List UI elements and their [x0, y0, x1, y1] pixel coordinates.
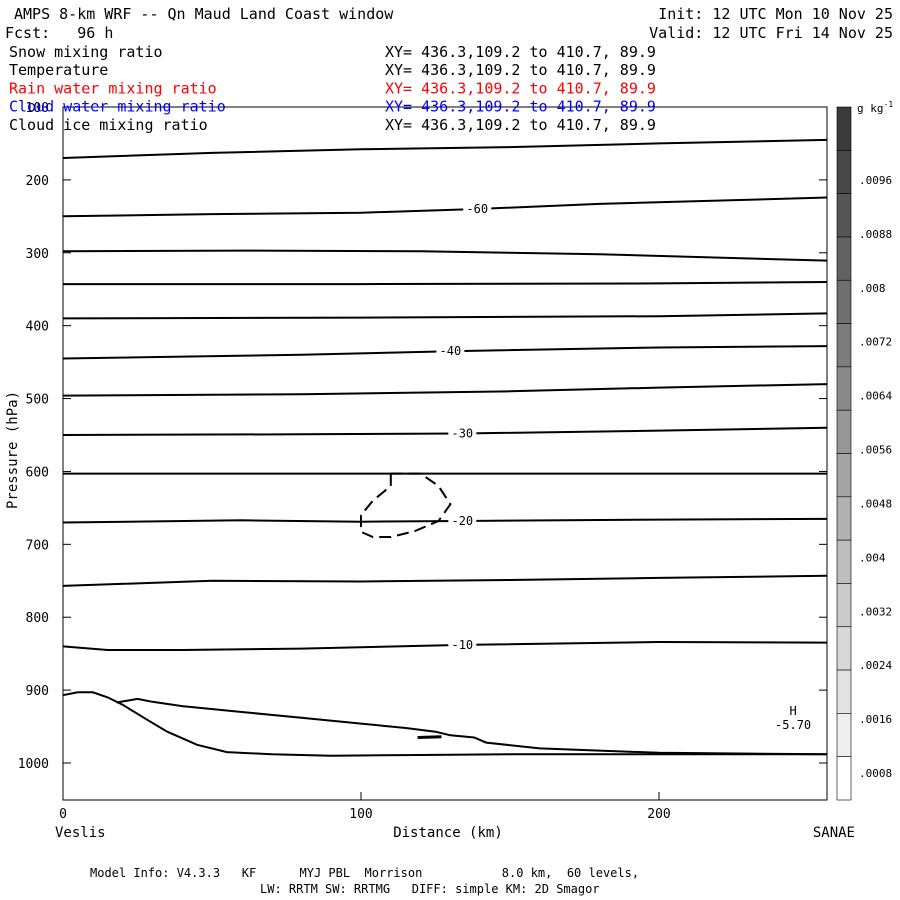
contour-label-bg [463, 202, 492, 217]
colorbar-swatch [836, 496, 852, 541]
contour-label-bg [448, 637, 477, 652]
contour-label: -10 [451, 638, 473, 652]
snow-feature [417, 735, 442, 739]
colorbar-swatch [836, 626, 852, 671]
temperature-contour [63, 280, 827, 286]
left-endpoint-label: Veslis [55, 825, 106, 841]
colorbar-swatch [836, 323, 852, 368]
footer-physics-info: LW: RRTM SW: RRTMG DIFF: simple KM: 2D S… [260, 882, 600, 896]
colorbar-swatch [836, 106, 852, 151]
temperature-contour [63, 640, 827, 651]
high-value: -5.70 [775, 718, 811, 732]
field-name: Cloud water mixing ratio [9, 98, 226, 116]
colorbar-label: .0072 [859, 336, 892, 349]
colorbar-swatch [836, 279, 852, 324]
temperature-contour [63, 312, 827, 320]
field-xy-range: XY= 436.3,109.2 to 410.7, 89.9 [385, 61, 656, 79]
chart-title: AMPS 8-km WRF -- Qn Maud Land Coast wind… [14, 5, 394, 23]
colorbar-label: .0056 [859, 444, 892, 457]
terrain-line [63, 691, 827, 757]
x-axis-label: Distance (km) [393, 825, 503, 841]
colorbar-swatch [836, 236, 852, 281]
field-name: Temperature [9, 61, 108, 79]
colorbar-label: .008 [859, 282, 886, 295]
field-xy-range: XY= 436.3,109.2 to 410.7, 89.9 [385, 43, 656, 61]
temperature-contour [63, 574, 827, 587]
colorbar-unit: g kg-1 [857, 100, 893, 115]
contour-label-bg [448, 514, 477, 529]
colorbar-swatch [836, 193, 852, 238]
colorbar-swatch [836, 756, 852, 801]
colorbar-swatch [836, 150, 852, 194]
x-tick-label: 0 [59, 807, 67, 822]
plot-frame [62, 106, 828, 801]
y-tick-label: 800 [26, 611, 49, 626]
field-name: Rain water mixing ratio [9, 79, 217, 97]
temperature-contour [63, 383, 827, 397]
y-tick-label: 200 [26, 174, 49, 189]
temperature-contour [63, 517, 827, 524]
colorbar-swatch [836, 669, 852, 714]
contour-label-bg [436, 344, 465, 359]
forecast-hour: Fcst: 96 h [5, 24, 113, 42]
field-xy-range: XY= 436.3,109.2 to 410.7, 89.9 [385, 98, 656, 116]
colorbar-label: .0008 [859, 767, 892, 780]
high-marker: H [789, 704, 796, 718]
colorbar-label: .0096 [859, 174, 892, 187]
y-tick-label: 500 [26, 393, 49, 408]
plot-contents: -60 -40 -30 -20 -10 H-5.70 [63, 138, 827, 757]
contour-label: -30 [451, 427, 473, 441]
contour-label: -40 [440, 344, 462, 358]
colorbar-label: .0016 [859, 713, 892, 726]
field-xy-range: XY= 436.3,109.2 to 410.7, 89.9 [385, 116, 656, 134]
field-xy-range: XY= 436.3,109.2 to 410.7, 89.9 [385, 79, 656, 97]
y-tick-label: 400 [26, 320, 49, 335]
colorbar-label: .0048 [859, 497, 892, 510]
temperature-contour [63, 196, 827, 218]
colorbar-label: .0064 [859, 390, 892, 403]
y-tick-label: 700 [26, 538, 49, 553]
colorbar-label: .004 [859, 551, 886, 564]
colorbar-swatch [836, 453, 852, 498]
contour-label: -20 [451, 514, 473, 528]
temperature-contour [63, 138, 827, 159]
colorbar-swatch [836, 713, 852, 757]
colorbar-swatch [836, 583, 852, 628]
colorbar-swatch [836, 539, 852, 584]
field-name: Snow mixing ratio [9, 43, 163, 61]
contour-label-bg [448, 426, 477, 441]
contour-label: -60 [466, 202, 488, 216]
colorbar-swatch [836, 366, 852, 411]
y-axis-label: Pressure (hPa) [5, 391, 21, 509]
field-name: Cloud ice mixing ratio [9, 116, 208, 134]
footer-model-info: Model Info: V4.3.3 KF MYJ PBL Morrison 8… [90, 866, 639, 880]
colorbar-label: .0032 [859, 605, 892, 618]
temperature-contour [63, 249, 827, 262]
init-time: Init: 12 UTC Mon 10 Nov 25 [658, 5, 893, 23]
x-tick-label: 100 [349, 807, 372, 822]
colorbar-label: .0088 [859, 228, 892, 241]
y-tick-label: 900 [26, 684, 49, 699]
x-tick-label: 200 [647, 807, 670, 822]
y-tick-label: 1000 [18, 757, 49, 772]
colorbar-swatch [836, 409, 852, 454]
valid-time: Valid: 12 UTC Fri 14 Nov 25 [649, 24, 893, 42]
y-tick-label: 100 [26, 101, 49, 116]
terrain-line [116, 697, 827, 756]
dashed-mixing-ratio-contour [360, 472, 452, 538]
right-endpoint-label: SANAE [813, 825, 855, 841]
y-tick-label: 300 [26, 247, 49, 262]
temperature-contour [63, 426, 827, 436]
y-tick-label: 600 [26, 465, 49, 480]
colorbar-label: .0024 [859, 659, 892, 672]
